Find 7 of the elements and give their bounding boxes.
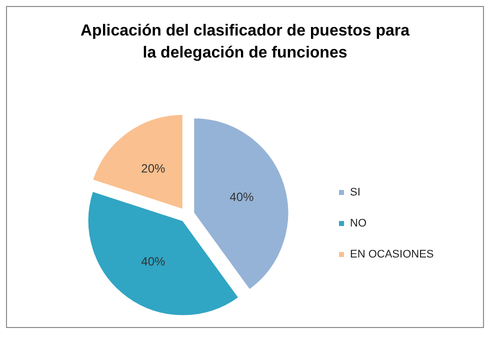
legend-label: NO <box>350 218 367 230</box>
data-label: 40% <box>141 254 166 269</box>
data-label: 40% <box>230 190 254 204</box>
chart-title: Aplicación del clasificador de puestos para la delegación de funciones <box>80 22 410 62</box>
legend-label: SI <box>350 186 360 198</box>
data-label: 20% <box>141 161 166 176</box>
legend-label: EN OCASIONES <box>350 248 434 260</box>
